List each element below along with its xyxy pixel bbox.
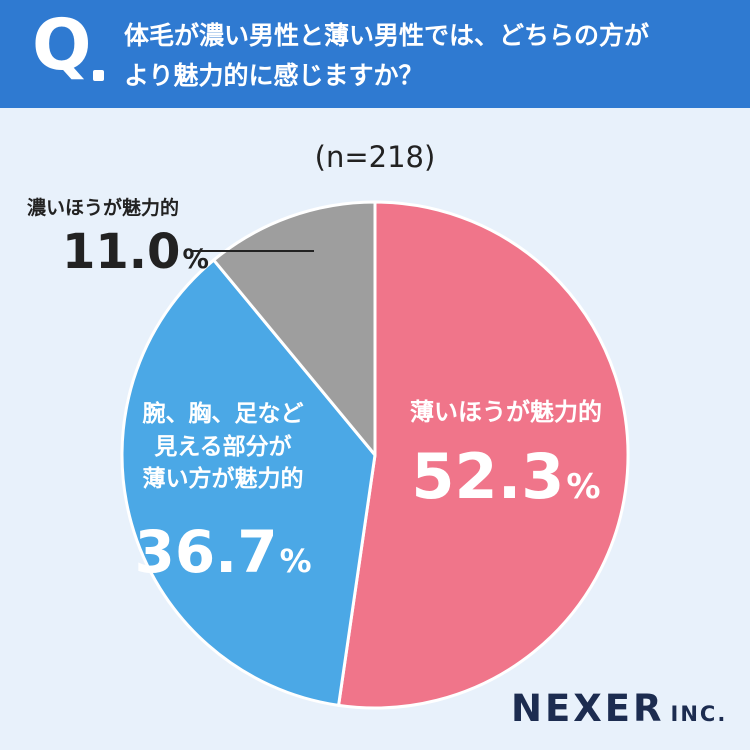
logo-sub-text: INC. (670, 702, 728, 726)
slice-label-thin: 薄いほうが魅力的 (410, 398, 602, 426)
question-mark-dot (93, 70, 104, 81)
slice-value-thin: 52.3% (383, 440, 629, 514)
sample-size: (n=218) (314, 140, 436, 174)
slice-value-thick-unit: % (182, 244, 209, 275)
slice-value-thick: 11.0% (62, 224, 209, 282)
slice-label-thick: 濃いほうが魅力的 (27, 197, 180, 219)
question-text-line-2: より魅力的に感じますか？ (124, 61, 424, 90)
pie-slice-partial-thin (120, 258, 377, 707)
slice-value-partial-thin-unit: % (279, 542, 312, 580)
leader-line-thick (192, 250, 314, 252)
question-mark: Q (32, 4, 92, 86)
nexer-logo: NEXER INC. (511, 690, 727, 727)
pie-slice-thick (212, 200, 377, 457)
slice-value-partial-thin-number: 36.7 (134, 518, 278, 586)
question-text-line-1: 体毛が濃い男性と薄い男性では、どちらの方が (124, 21, 650, 50)
slice-value-thick-number: 11.0 (62, 224, 181, 280)
slice-label-partial-thin: 腕、胸、足など 見える部分が 薄い方が魅力的 (142, 401, 304, 493)
slice-value-thin-number: 52.3 (411, 440, 565, 513)
pie-slice-thin (337, 200, 630, 710)
slice-value-thin-unit: % (566, 467, 601, 507)
slice-value-partial-thin: 36.7% (108, 518, 338, 588)
logo-main-text: NEXER (511, 687, 665, 730)
question-header: Q 体毛が濃い男性と薄い男性では、どちらの方が より魅力的に感じますか？ (0, 0, 750, 108)
